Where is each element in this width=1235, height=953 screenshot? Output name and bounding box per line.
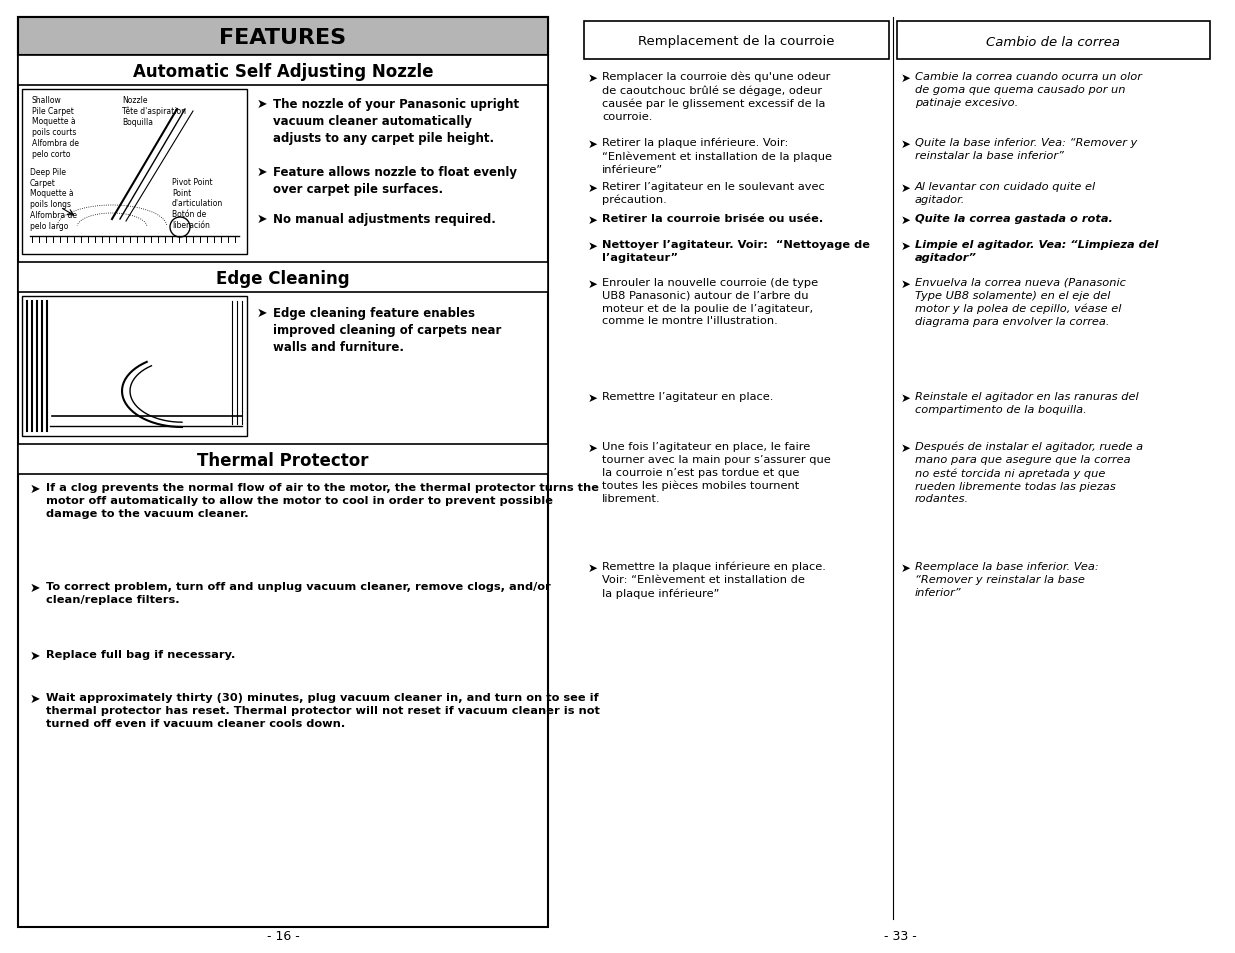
Text: Quite la base inferior. Vea: “Remover y
reinstalar la base inferior”: Quite la base inferior. Vea: “Remover y … bbox=[915, 138, 1137, 161]
Text: ➤: ➤ bbox=[902, 277, 911, 291]
Bar bbox=[22, 90, 247, 254]
Text: ➤: ➤ bbox=[588, 71, 598, 85]
Text: Feature allows nozzle to float evenly
over carpet pile surfaces.: Feature allows nozzle to float evenly ov… bbox=[273, 166, 517, 195]
Text: Nettoyer l’agitateur. Voir:  “Nettoyage de
l’agitateur”: Nettoyer l’agitateur. Voir: “Nettoyage d… bbox=[601, 240, 869, 262]
Bar bbox=[897, 22, 1210, 60]
Text: Retirer l’agitateur en le soulevant avec
précaution.: Retirer l’agitateur en le soulevant avec… bbox=[601, 182, 825, 205]
Text: To correct problem, turn off and unplug vacuum cleaner, remove clogs, and/or
cle: To correct problem, turn off and unplug … bbox=[46, 581, 551, 604]
Text: ➤: ➤ bbox=[902, 71, 911, 85]
Text: Nozzle
Tête d'aspiration
Boquilla: Nozzle Tête d'aspiration Boquilla bbox=[122, 96, 186, 127]
Text: ➤: ➤ bbox=[588, 392, 598, 405]
Text: ➤: ➤ bbox=[902, 240, 911, 253]
Text: ➤: ➤ bbox=[588, 441, 598, 455]
Text: ➤: ➤ bbox=[257, 166, 268, 179]
Text: Edge cleaning feature enables
improved cleaning of carpets near
walls and furnit: Edge cleaning feature enables improved c… bbox=[273, 307, 501, 354]
Bar bbox=[22, 296, 247, 436]
Text: Remplacement de la courroie: Remplacement de la courroie bbox=[638, 35, 835, 49]
Text: Envuelva la correa nueva (Panasonic
Type UB8 solamente) en el eje del
motor y la: Envuelva la correa nueva (Panasonic Type… bbox=[915, 277, 1126, 327]
Text: ➤: ➤ bbox=[588, 182, 598, 194]
Bar bbox=[19, 18, 548, 56]
Bar bbox=[19, 263, 548, 293]
Text: Remettre l’agitateur en place.: Remettre l’agitateur en place. bbox=[601, 392, 773, 401]
Text: Reinstale el agitador en las ranuras del
compartimento de la boquilla.: Reinstale el agitador en las ranuras del… bbox=[915, 392, 1139, 415]
Bar bbox=[584, 22, 889, 60]
Text: ➤: ➤ bbox=[588, 213, 598, 227]
Text: ➤: ➤ bbox=[30, 692, 41, 705]
Text: Cambio de la correa: Cambio de la correa bbox=[987, 35, 1120, 49]
Text: Replace full bag if necessary.: Replace full bag if necessary. bbox=[46, 649, 236, 659]
Text: Quite la correa gastada o rota.: Quite la correa gastada o rota. bbox=[915, 213, 1113, 224]
Text: Automatic Self Adjusting Nozzle: Automatic Self Adjusting Nozzle bbox=[132, 63, 433, 81]
Text: Une fois l’agitateur en place, le faire
tourner avec la main pour s’assurer que
: Une fois l’agitateur en place, le faire … bbox=[601, 441, 831, 503]
Text: Thermal Protector: Thermal Protector bbox=[198, 452, 369, 470]
Text: ➤: ➤ bbox=[902, 392, 911, 405]
Text: ➤: ➤ bbox=[257, 307, 268, 319]
Text: No manual adjustments required.: No manual adjustments required. bbox=[273, 213, 496, 226]
Text: Retirer la courroie brisée ou usée.: Retirer la courroie brisée ou usée. bbox=[601, 213, 824, 224]
Text: Remplacer la courroie dès qu'une odeur
de caoutchouc brûlé se dégage, odeur
caus: Remplacer la courroie dès qu'une odeur d… bbox=[601, 71, 830, 122]
Text: Edge Cleaning: Edge Cleaning bbox=[216, 270, 350, 288]
Text: Retirer la plaque inférieure. Voir:
“Enlèvement et installation de la plaque
inf: Retirer la plaque inférieure. Voir: “Enl… bbox=[601, 138, 832, 174]
Text: Al levantar con cuidado quite el
agitador.: Al levantar con cuidado quite el agitado… bbox=[915, 182, 1097, 205]
Text: ➤: ➤ bbox=[588, 240, 598, 253]
Text: Remettre la plaque inférieure en place.
Voir: “Enlèvement et installation de
la : Remettre la plaque inférieure en place. … bbox=[601, 561, 826, 598]
Text: Wait approximately thirty (30) minutes, plug vacuum cleaner in, and turn on to s: Wait approximately thirty (30) minutes, … bbox=[46, 692, 600, 728]
Text: - 33 -: - 33 - bbox=[883, 929, 916, 942]
Text: ➤: ➤ bbox=[588, 277, 598, 291]
Text: ➤: ➤ bbox=[30, 649, 41, 662]
Text: Enrouler la nouvelle courroie (de type
UB8 Panasonic) autour de l’arbre du
moteu: Enrouler la nouvelle courroie (de type U… bbox=[601, 277, 818, 326]
Text: ➤: ➤ bbox=[902, 561, 911, 575]
Text: ➤: ➤ bbox=[902, 213, 911, 227]
Text: Cambie la correa cuando ocurra un olor
de goma que quema causado por un
patinaje: Cambie la correa cuando ocurra un olor d… bbox=[915, 71, 1142, 108]
Text: Deep Pile
Carpet
Moquette à
poils longs
Alfombra de
pelo largo: Deep Pile Carpet Moquette à poils longs … bbox=[30, 168, 77, 231]
Text: ➤: ➤ bbox=[902, 182, 911, 194]
Text: If a clog prevents the normal flow of air to the motor, the thermal protector tu: If a clog prevents the normal flow of ai… bbox=[46, 482, 599, 518]
Bar bbox=[19, 444, 548, 475]
Text: The nozzle of your Panasonic upright
vacuum cleaner automatically
adjusts to any: The nozzle of your Panasonic upright vac… bbox=[273, 98, 519, 145]
Text: Pivot Point
Point
d'articulation
Botón de
liberación: Pivot Point Point d'articulation Botón d… bbox=[172, 178, 224, 230]
Text: Limpie el agitador. Vea: “Limpieza del
agitador”: Limpie el agitador. Vea: “Limpieza del a… bbox=[915, 240, 1158, 262]
Text: ➤: ➤ bbox=[257, 98, 268, 111]
Text: ➤: ➤ bbox=[30, 482, 41, 496]
Text: ➤: ➤ bbox=[902, 138, 911, 151]
Text: ➤: ➤ bbox=[902, 441, 911, 455]
Text: FEATURES: FEATURES bbox=[220, 28, 347, 48]
Text: ➤: ➤ bbox=[588, 138, 598, 151]
Text: - 16 -: - 16 - bbox=[267, 929, 299, 942]
Text: ➤: ➤ bbox=[257, 213, 268, 226]
Bar bbox=[19, 56, 548, 86]
Text: ➤: ➤ bbox=[588, 561, 598, 575]
Text: ➤: ➤ bbox=[30, 581, 41, 595]
Text: Después de instalar el agitador, ruede a
mano para que asegure que la correa
no : Después de instalar el agitador, ruede a… bbox=[915, 441, 1144, 504]
Bar bbox=[19, 18, 548, 927]
Text: Shallow
Pile Carpet
Moquette à
poils courts
Alfombra de
pelo corto: Shallow Pile Carpet Moquette à poils cou… bbox=[32, 96, 79, 158]
Text: Reemplace la base inferior. Vea:
“Remover y reinstalar la base
inferior”: Reemplace la base inferior. Vea: “Remove… bbox=[915, 561, 1099, 597]
